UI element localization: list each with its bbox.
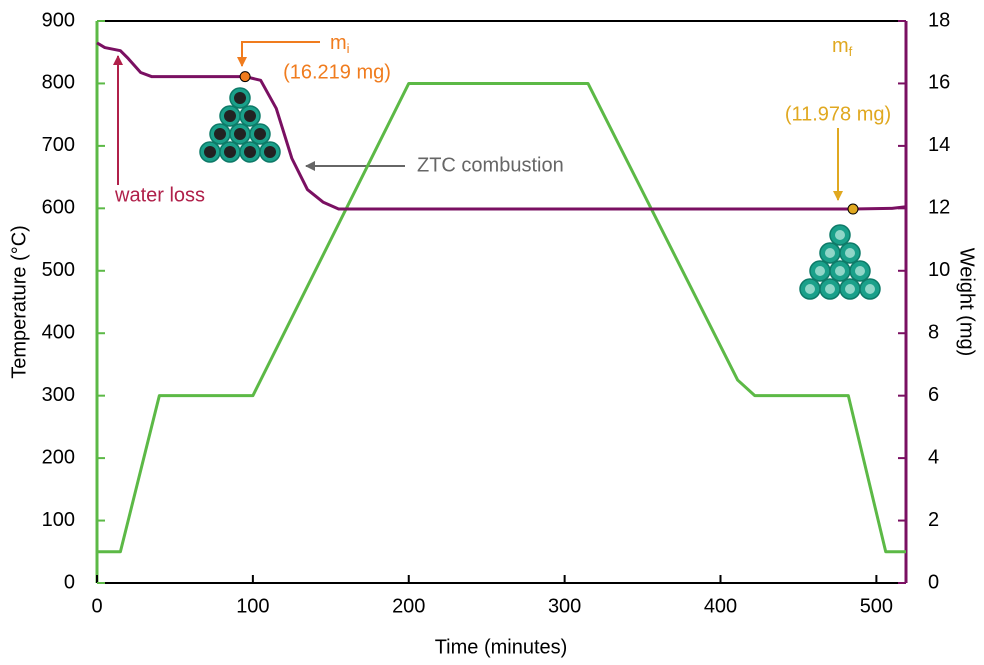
zeolite-icon — [799, 224, 881, 300]
y-tick-label: 500 — [42, 259, 75, 281]
y2-tick-label: 8 — [928, 322, 939, 344]
y2-tick-label: 18 — [928, 9, 950, 31]
x-tick-label: 100 — [236, 595, 269, 617]
y-tick-label: 700 — [42, 134, 75, 156]
x-tick-label: 0 — [91, 595, 102, 617]
y2-tick-label: 4 — [928, 446, 939, 468]
y2-tick-label: 6 — [928, 384, 939, 406]
arrow — [237, 41, 320, 67]
annotation-sub: i — [347, 41, 350, 56]
x-axis-title: Time (minutes) — [435, 636, 568, 658]
x-tick-label: 300 — [548, 595, 581, 617]
x-tick-label: 500 — [860, 595, 893, 617]
x-tick-label: 400 — [704, 595, 737, 617]
y-axis-title: Temperature (°C) — [8, 225, 30, 379]
line — [97, 81, 906, 554]
annotation: mi — [330, 32, 350, 56]
line — [96, 41, 907, 211]
y-tick-label: 600 — [42, 197, 75, 219]
y2-tick-label: 0 — [928, 571, 939, 593]
annotation: water loss — [114, 184, 205, 206]
highlight-point — [239, 71, 251, 83]
y2-tick-label: 2 — [928, 509, 939, 531]
highlight-point — [847, 203, 859, 215]
y2-tick-label: 10 — [928, 259, 950, 281]
y-tick-label: 200 — [42, 446, 75, 468]
annotation: mf — [832, 35, 853, 59]
y-tick-label: 100 — [42, 509, 75, 531]
y-tick-label: 0 — [64, 571, 75, 593]
ztc-icon — [199, 87, 281, 163]
annotation-value: (11.978 mg) — [785, 103, 891, 125]
y-tick-label: 900 — [42, 9, 75, 31]
annotation: ZTC combustion — [417, 154, 564, 176]
annotation-text: m — [330, 32, 347, 54]
annotation-text: m — [832, 35, 849, 57]
y-tick-label: 300 — [42, 384, 75, 406]
y2-tick-label: 14 — [928, 134, 950, 156]
annotation-sub: f — [849, 44, 853, 59]
y2-tick-label: 16 — [928, 72, 950, 94]
y-tick-label: 400 — [42, 322, 75, 344]
y2-tick-label: 12 — [928, 197, 950, 219]
y-tick-label: 800 — [42, 72, 75, 94]
x-tick-label: 200 — [392, 595, 425, 617]
annotation-value: (16.219 mg) — [283, 61, 391, 83]
y2-axis-title: Weight (mg) — [956, 248, 978, 357]
